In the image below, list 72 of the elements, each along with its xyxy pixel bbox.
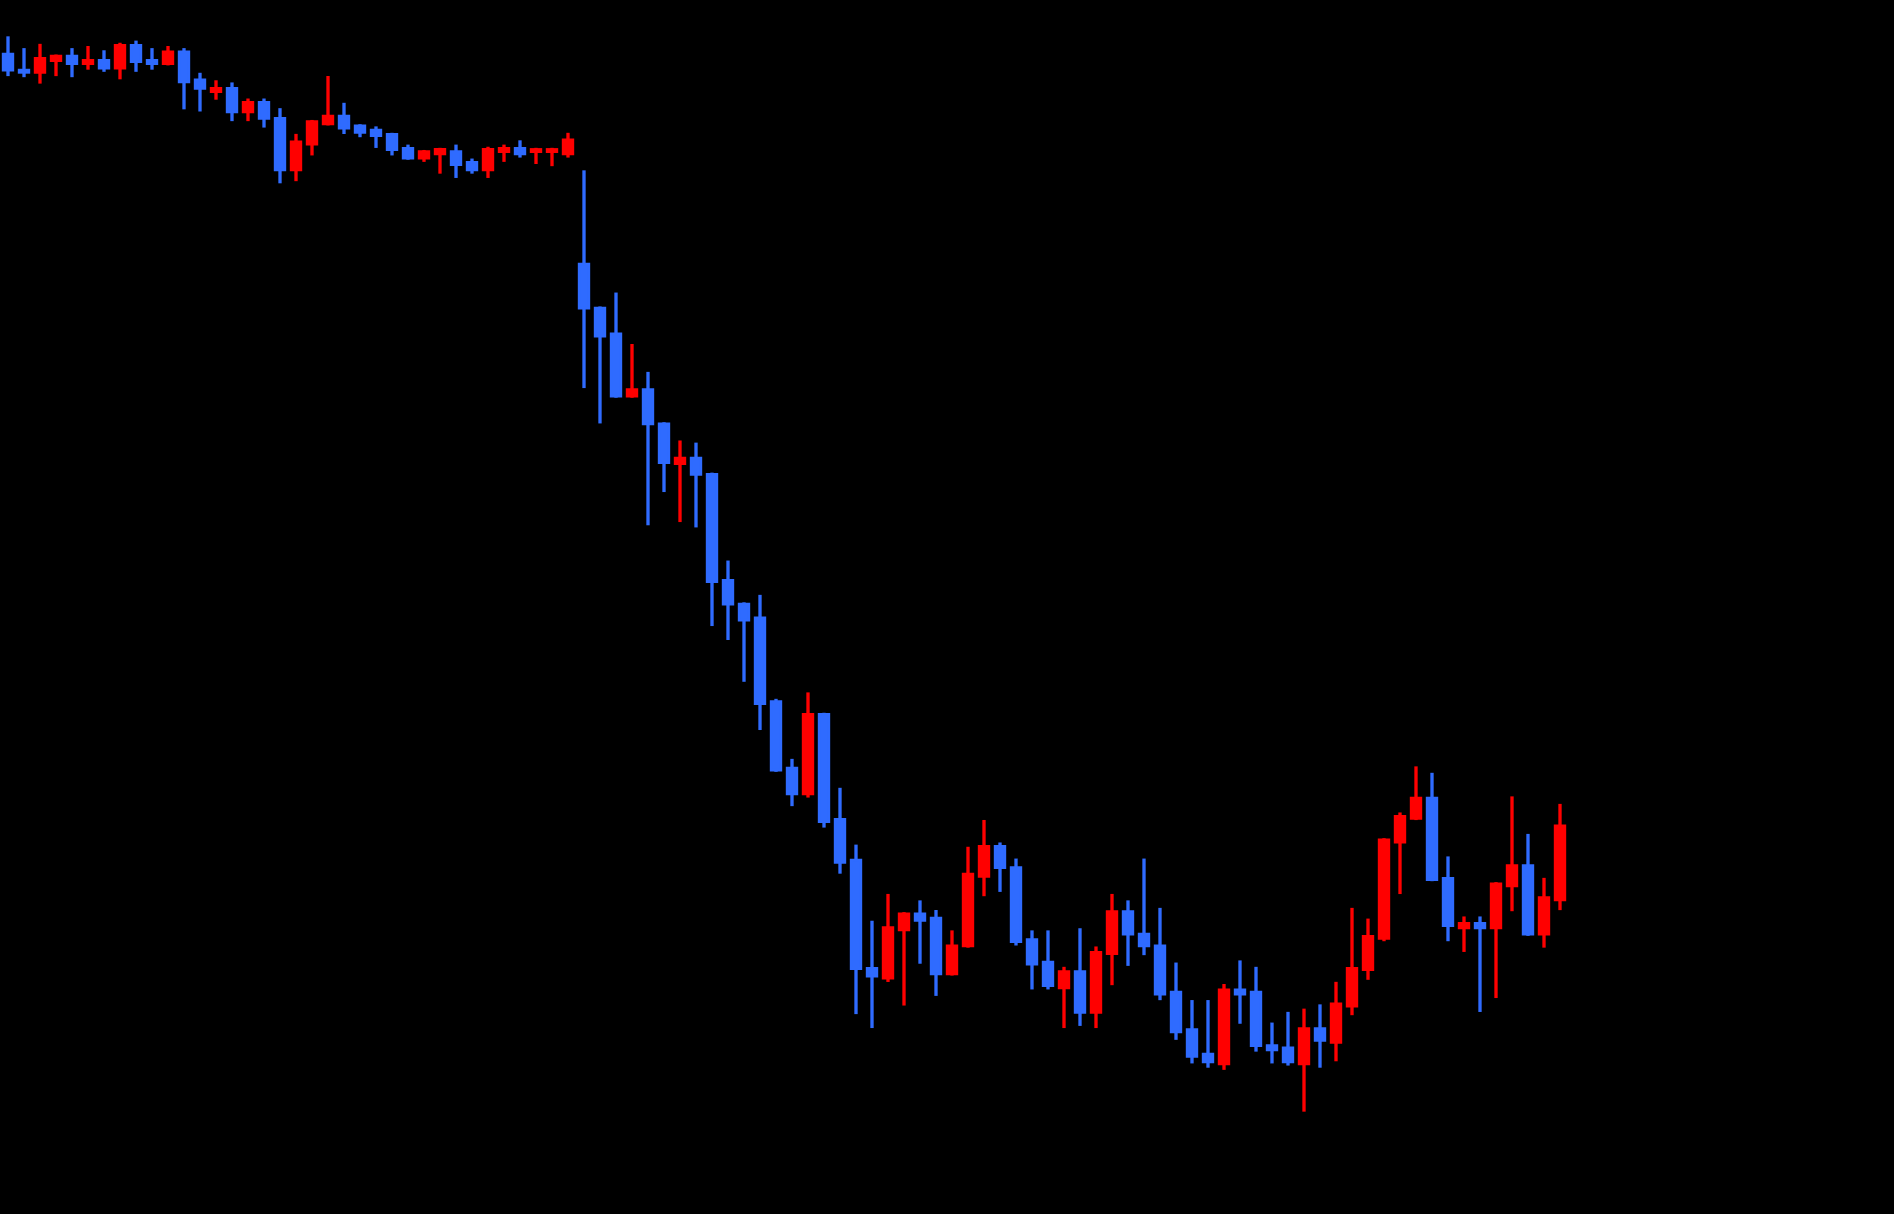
- candlestick: [209, 80, 223, 100]
- candlestick: [865, 920, 879, 1029]
- candlestick: [65, 48, 79, 78]
- candlestick: [481, 146, 495, 178]
- candlestick: [1281, 1011, 1295, 1066]
- candlestick: [1265, 1022, 1279, 1064]
- candlestick: [1073, 928, 1087, 1026]
- candlestick: [1041, 930, 1055, 990]
- candlestick: [33, 43, 47, 84]
- candlestick: [1329, 981, 1343, 1062]
- candlestick: [641, 371, 655, 526]
- candlestick: [1137, 858, 1151, 956]
- candlestick: [385, 132, 399, 156]
- candlestick: [1, 36, 15, 77]
- candlestick: [321, 75, 335, 126]
- candlestick: [945, 930, 959, 976]
- candlestick: [689, 442, 703, 528]
- candlestick: [1297, 1008, 1311, 1112]
- candlestick: [1185, 1000, 1199, 1064]
- candlestick: [913, 900, 927, 964]
- candlestick: [1409, 766, 1423, 821]
- candlestick: [833, 787, 847, 874]
- candlestick: [193, 72, 207, 112]
- candlestick: [1313, 1004, 1327, 1068]
- candlestick: [577, 170, 591, 389]
- candlestick: [1457, 916, 1471, 952]
- candlestick: [529, 147, 543, 165]
- candlestick: [545, 147, 559, 167]
- candlestick: [721, 560, 735, 640]
- candlestick: [737, 602, 751, 682]
- candlestick: [1345, 907, 1359, 1016]
- candlestick: [497, 144, 511, 162]
- candlestick: [1201, 1000, 1215, 1068]
- candlestick: [1441, 856, 1455, 942]
- candlestick: [81, 45, 95, 70]
- candlestick: [337, 102, 351, 135]
- candlestick: [433, 147, 447, 174]
- candlestick: [225, 82, 239, 122]
- candlestick: [1121, 900, 1135, 966]
- candlestick: [113, 42, 127, 80]
- candlestick: [241, 98, 255, 122]
- candlestick: [673, 440, 687, 523]
- candlestick: [289, 133, 303, 182]
- candlestick: [1025, 930, 1039, 990]
- candlestick: [1361, 918, 1375, 980]
- candlestick: [1489, 882, 1503, 999]
- candlestick: [1473, 916, 1487, 1012]
- candlestick: [1505, 796, 1519, 912]
- candlestick: [129, 40, 143, 72]
- candlestick: [977, 819, 991, 897]
- candlestick: [449, 144, 463, 178]
- candlestick: [897, 912, 911, 1006]
- candlestick: [369, 126, 383, 148]
- candlestick: [177, 48, 191, 110]
- candlestick: [1169, 962, 1183, 1040]
- candlestick: [785, 758, 799, 807]
- candlestick: [1537, 877, 1551, 948]
- candlestick: [305, 119, 319, 156]
- candlestick: [625, 343, 639, 398]
- candlestick: [993, 842, 1007, 892]
- candlestick: [657, 422, 671, 493]
- candlestick: [593, 306, 607, 424]
- candlestick: [1105, 893, 1119, 986]
- candlestick: [49, 54, 63, 77]
- candlestick: [257, 98, 271, 128]
- candlestick: [145, 48, 159, 70]
- candlestick: [1233, 960, 1247, 1024]
- candlestick: [17, 48, 31, 78]
- candlestick: [1057, 966, 1071, 1029]
- candlestick: [561, 132, 575, 158]
- candlestick: [97, 50, 111, 72]
- candlestick: [1393, 812, 1407, 895]
